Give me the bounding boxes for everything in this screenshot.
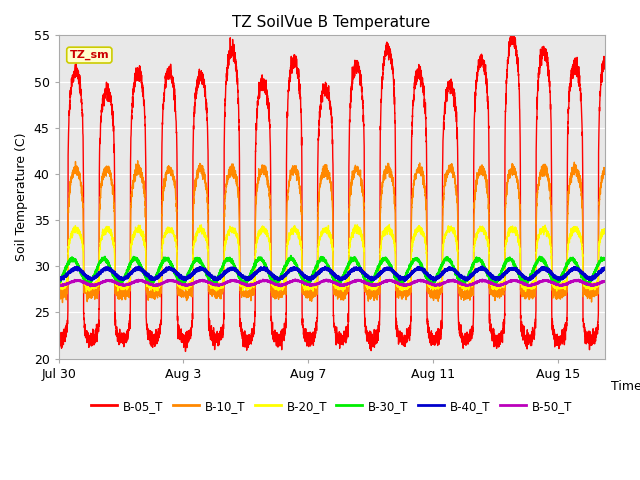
B-40_T bbox=[56, 276, 64, 282]
B-40_T bbox=[601, 265, 609, 271]
B-50_T bbox=[291, 276, 299, 282]
B-50_T bbox=[429, 282, 437, 288]
B-50_T bbox=[504, 279, 512, 285]
B-40_T bbox=[504, 267, 512, 273]
B-40_T bbox=[248, 274, 255, 279]
X-axis label: Time: Time bbox=[611, 380, 640, 393]
B-10_T bbox=[429, 290, 437, 296]
B-05_T bbox=[372, 332, 380, 337]
B-50_T bbox=[86, 284, 94, 289]
Legend: B-05_T, B-10_T, B-20_T, B-30_T, B-40_T, B-50_T: B-05_T, B-10_T, B-20_T, B-30_T, B-40_T, … bbox=[86, 395, 577, 417]
B-50_T bbox=[147, 282, 154, 288]
B-30_T bbox=[372, 268, 380, 274]
B-50_T bbox=[601, 278, 609, 284]
B-10_T bbox=[55, 294, 63, 300]
B-10_T bbox=[372, 292, 380, 298]
B-05_T bbox=[182, 348, 189, 354]
Line: B-20_T: B-20_T bbox=[59, 225, 605, 292]
B-40_T bbox=[401, 278, 408, 284]
B-40_T bbox=[135, 264, 143, 270]
B-40_T bbox=[372, 274, 380, 280]
B-20_T bbox=[385, 222, 393, 228]
B-10_T bbox=[56, 290, 64, 296]
B-30_T bbox=[147, 279, 154, 285]
B-30_T bbox=[248, 268, 255, 274]
B-30_T bbox=[56, 278, 64, 284]
B-40_T bbox=[429, 275, 437, 280]
B-20_T bbox=[147, 284, 154, 289]
B-10_T bbox=[134, 158, 141, 164]
B-20_T bbox=[83, 289, 90, 295]
B-20_T bbox=[55, 282, 63, 288]
B-10_T bbox=[504, 176, 512, 182]
B-50_T bbox=[248, 283, 255, 288]
B-20_T bbox=[56, 283, 64, 288]
B-10_T bbox=[59, 300, 67, 305]
B-40_T bbox=[147, 274, 154, 280]
B-40_T bbox=[55, 275, 63, 281]
B-20_T bbox=[372, 284, 380, 290]
B-05_T bbox=[429, 338, 437, 344]
Line: B-05_T: B-05_T bbox=[59, 29, 605, 351]
B-20_T bbox=[429, 285, 437, 290]
Text: TZ_sm: TZ_sm bbox=[70, 50, 109, 60]
Line: B-50_T: B-50_T bbox=[59, 279, 605, 287]
B-10_T bbox=[601, 166, 609, 171]
B-30_T bbox=[179, 282, 187, 288]
B-10_T bbox=[147, 294, 154, 300]
Y-axis label: Soil Temperature (C): Soil Temperature (C) bbox=[15, 132, 28, 261]
Line: B-10_T: B-10_T bbox=[59, 161, 605, 302]
Line: B-30_T: B-30_T bbox=[59, 256, 605, 285]
B-50_T bbox=[372, 281, 380, 287]
B-05_T bbox=[147, 341, 154, 347]
Line: B-40_T: B-40_T bbox=[59, 267, 605, 281]
B-05_T bbox=[504, 60, 512, 66]
B-30_T bbox=[504, 256, 512, 262]
B-30_T bbox=[429, 278, 437, 284]
B-20_T bbox=[248, 284, 255, 290]
B-05_T bbox=[55, 331, 63, 336]
B-20_T bbox=[601, 228, 609, 233]
B-30_T bbox=[601, 257, 609, 263]
Title: TZ SoilVue B Temperature: TZ SoilVue B Temperature bbox=[232, 15, 431, 30]
B-30_T bbox=[55, 278, 63, 284]
B-30_T bbox=[287, 253, 295, 259]
B-10_T bbox=[248, 288, 255, 294]
B-05_T bbox=[509, 26, 516, 32]
B-50_T bbox=[55, 282, 63, 288]
B-20_T bbox=[504, 233, 512, 239]
B-05_T bbox=[248, 334, 255, 339]
B-50_T bbox=[56, 282, 64, 288]
B-05_T bbox=[601, 61, 609, 67]
B-05_T bbox=[56, 336, 64, 341]
